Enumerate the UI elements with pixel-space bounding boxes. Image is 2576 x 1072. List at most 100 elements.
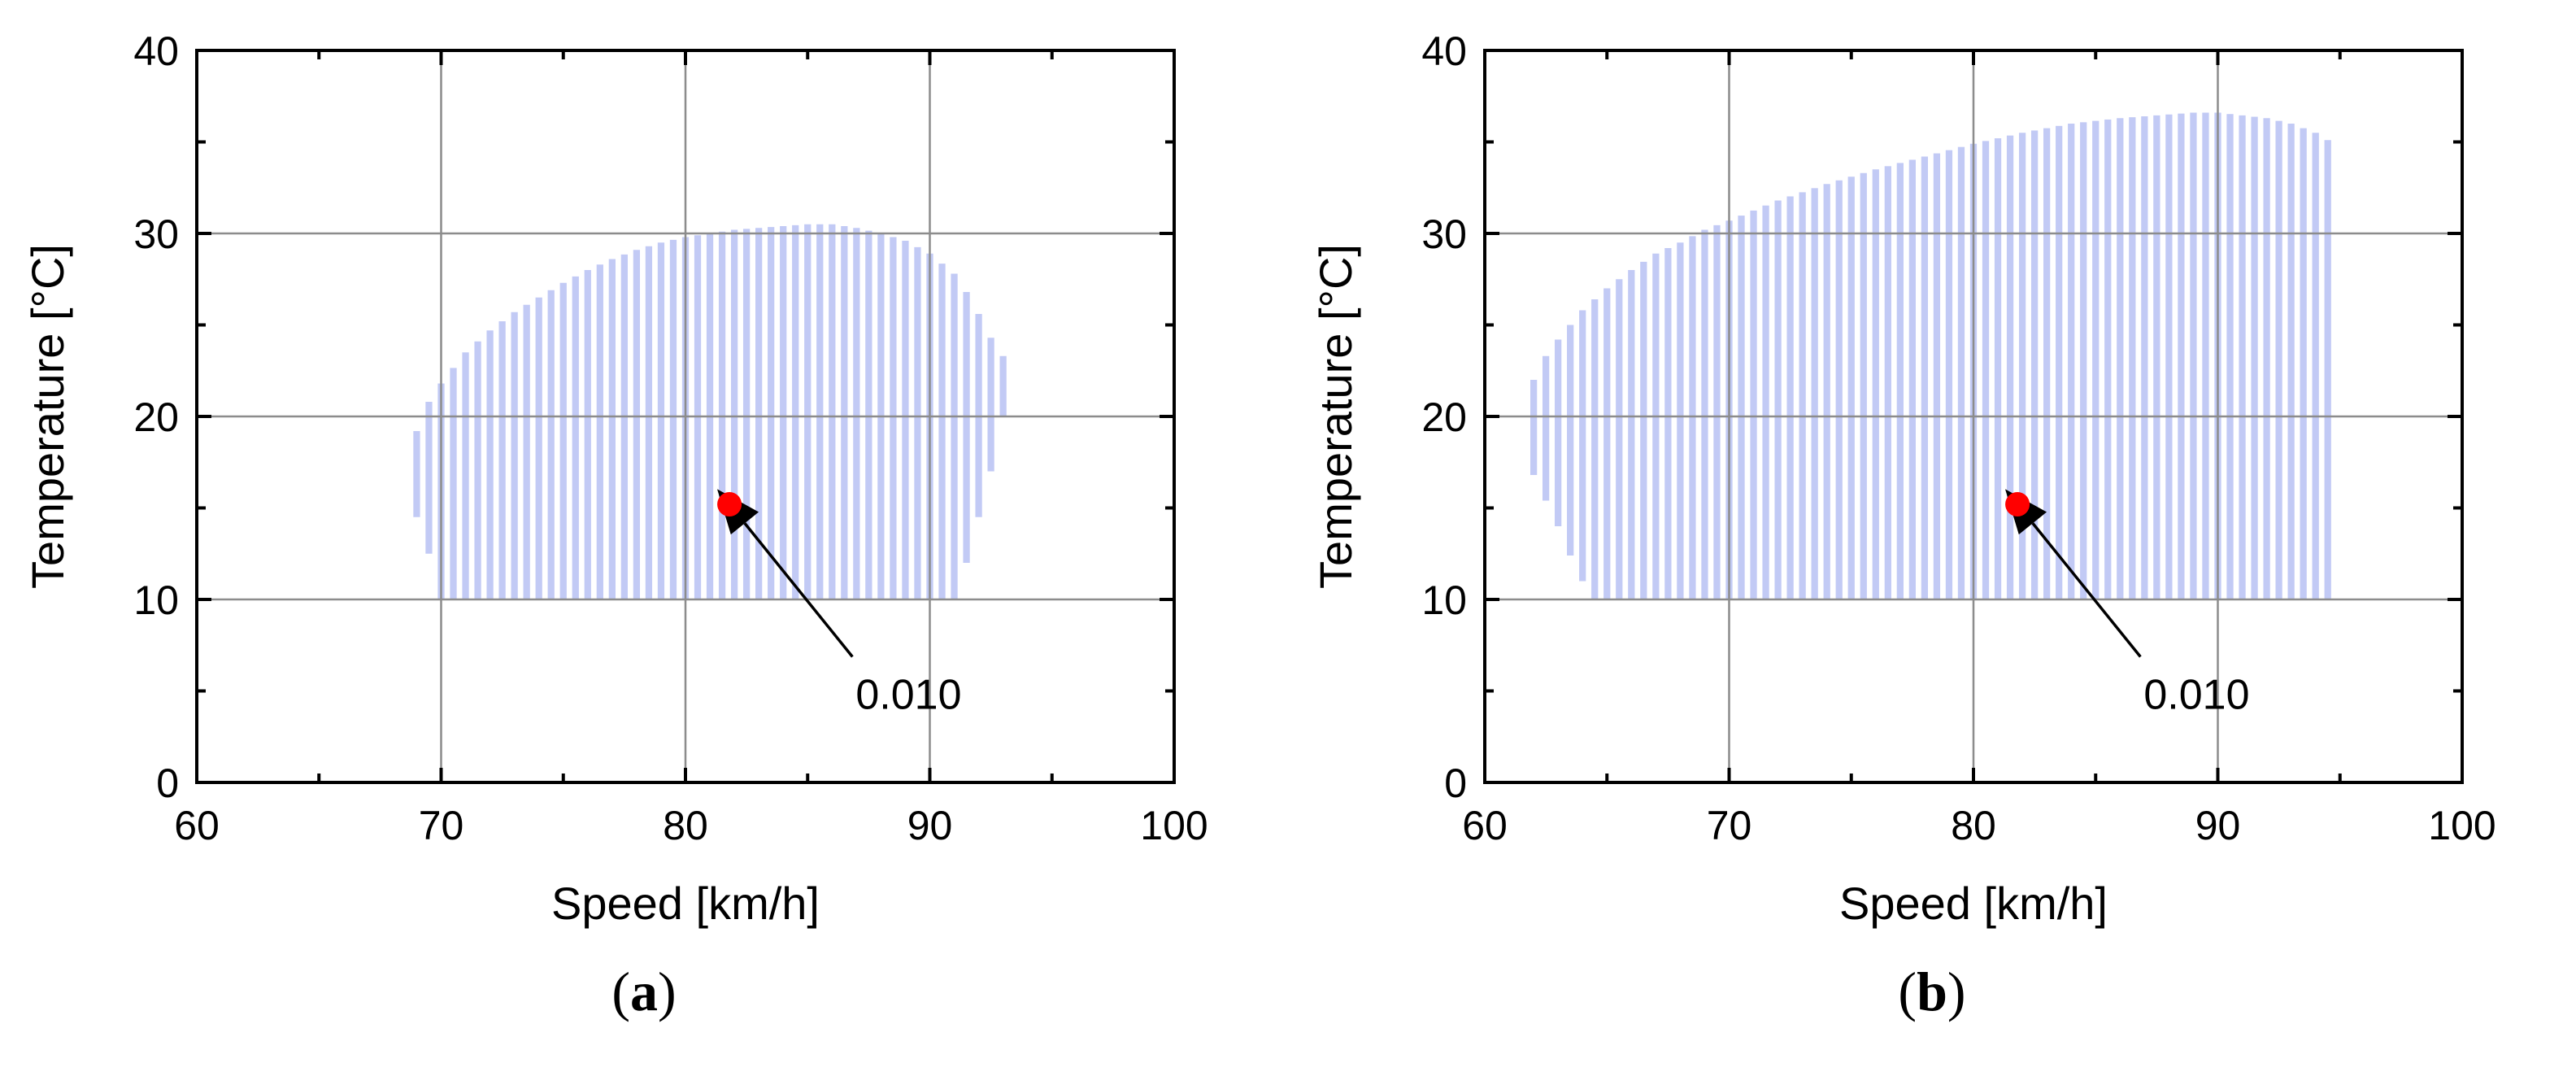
chart-panel-b: 60 70 80 90 100 0 10 20 30 40 Speed [km/h] Temperat…	[1288, 0, 2576, 1072]
envelope-bar	[657, 242, 665, 599]
envelope-bar	[2018, 133, 2026, 599]
envelope-bar	[2068, 124, 2075, 599]
envelope-bar	[633, 250, 641, 599]
chart-panel-a: 60 70 80 90 100 0 10 20 30 40 Speed [km/h] Temperat…	[22, 28, 1208, 1022]
envelope-bar	[755, 228, 763, 599]
envelope-bar	[1908, 159, 1916, 599]
chart-a-svg: 60 70 80 90 100 0 10 20 30 40 Speed [km/h] Temperat…	[22, 28, 1208, 929]
envelope-bar	[2030, 130, 2039, 599]
envelope-bar	[1542, 355, 1550, 501]
envelope-bar	[2043, 128, 2051, 600]
x-tick-label: 100	[2428, 803, 2496, 848]
envelope-bar	[1933, 153, 1941, 599]
x-tick-label: 60	[1462, 803, 1508, 848]
envelope-bars	[1530, 112, 2331, 600]
envelope-bar	[2263, 118, 2270, 599]
x-tick-label: 80	[1951, 803, 1996, 848]
envelope-bar	[2178, 113, 2185, 600]
x-axis-title: Speed [km/h]	[551, 878, 820, 929]
envelope-bar	[2275, 120, 2282, 600]
envelope-bar	[2312, 133, 2319, 599]
x-tick-label: 80	[663, 803, 708, 848]
annotation-arrow-line	[2031, 522, 2142, 658]
y-tick-label: 40	[1421, 28, 1467, 74]
envelope-bar	[1982, 141, 1990, 600]
annotation-label: 0.010	[855, 672, 961, 719]
envelope-bar	[1750, 210, 1757, 600]
envelope-bar	[645, 246, 653, 599]
y-axis-title: Temperature [°C]	[1310, 244, 1361, 589]
envelope-bar	[2202, 112, 2209, 599]
envelope-bar	[498, 321, 506, 599]
axis-ticks	[195, 49, 1176, 784]
envelope-bar	[2287, 124, 2295, 599]
envelope-bar	[1591, 299, 1599, 599]
envelope-bar	[1603, 288, 1611, 599]
envelope-bar	[804, 224, 812, 599]
envelope-bar	[1555, 339, 1562, 526]
operating-point-marker	[2005, 492, 2030, 516]
envelope-bar	[1860, 172, 1867, 599]
chart-b-svg: 60 70 80 90 100 0 10 20 30 40 Speed [km/h] Temperat…	[1310, 28, 2496, 929]
envelope-bar	[816, 224, 824, 599]
envelope-bar	[2226, 114, 2234, 599]
envelope-bar	[1616, 279, 1623, 599]
envelope-bar	[829, 224, 836, 599]
envelope-bar	[914, 246, 921, 600]
envelope-bar	[1945, 150, 1953, 599]
envelope-bar	[462, 352, 469, 599]
y-tick-label: 40	[133, 28, 179, 74]
envelope-bar	[1884, 166, 1891, 599]
envelope-bar	[1664, 248, 1672, 599]
envelope-bar	[1738, 216, 1745, 599]
grid-lines	[1485, 50, 2462, 782]
envelope-bar	[1530, 380, 1538, 475]
envelope-bar	[2324, 140, 2331, 599]
envelope-bar	[2153, 115, 2160, 599]
envelope-bar	[1774, 200, 1782, 599]
envelope-bar	[1957, 146, 1965, 599]
envelope-bar	[987, 338, 994, 472]
envelope-bar	[1652, 253, 1660, 599]
envelope-bar	[450, 368, 457, 599]
envelope-bar	[1713, 224, 1721, 600]
envelope-bar	[2239, 115, 2246, 599]
envelope-bar	[780, 226, 787, 599]
x-tick-label: 100	[1140, 803, 1208, 848]
envelope-bar	[1567, 325, 1574, 556]
envelope-bar	[853, 228, 860, 599]
envelope-bar	[890, 237, 897, 599]
envelope-bar	[1872, 169, 1879, 599]
envelope-bar	[1701, 229, 1708, 599]
envelope-bar	[1847, 176, 1855, 599]
envelope-bar	[413, 431, 420, 517]
envelope-bar	[841, 226, 848, 599]
envelope-bar	[535, 297, 542, 599]
y-tick-label: 10	[133, 577, 179, 623]
x-tick-label: 90	[2195, 803, 2241, 848]
envelope-bar	[523, 304, 530, 599]
envelope-bar	[1628, 270, 1635, 599]
envelope-bar	[1786, 196, 1794, 599]
annotation-label: 0.010	[2143, 672, 2249, 719]
envelope-bar	[1896, 163, 1904, 600]
envelope-bar	[1689, 236, 1696, 599]
envelope-bar	[2190, 112, 2197, 599]
envelope-bar	[742, 229, 751, 600]
envelope-bar	[511, 312, 518, 599]
envelope-bar	[902, 241, 909, 599]
envelope-bar	[1677, 242, 1684, 599]
y-tick-label: 0	[156, 760, 179, 806]
envelope-bar	[1762, 205, 1769, 599]
x-tick-label: 70	[419, 803, 464, 848]
y-tick-label: 30	[133, 211, 179, 257]
envelope-bar	[2251, 116, 2258, 599]
envelope-bar	[2056, 125, 2063, 599]
envelope-bar	[1921, 156, 1929, 599]
envelope-bar	[792, 224, 799, 600]
panel-label-b: (b)	[1898, 961, 1966, 1022]
envelope-bar	[425, 402, 433, 554]
y-tick-label: 20	[1421, 394, 1467, 440]
envelope-bar	[1823, 184, 1830, 599]
x-tick-label: 60	[174, 803, 220, 848]
